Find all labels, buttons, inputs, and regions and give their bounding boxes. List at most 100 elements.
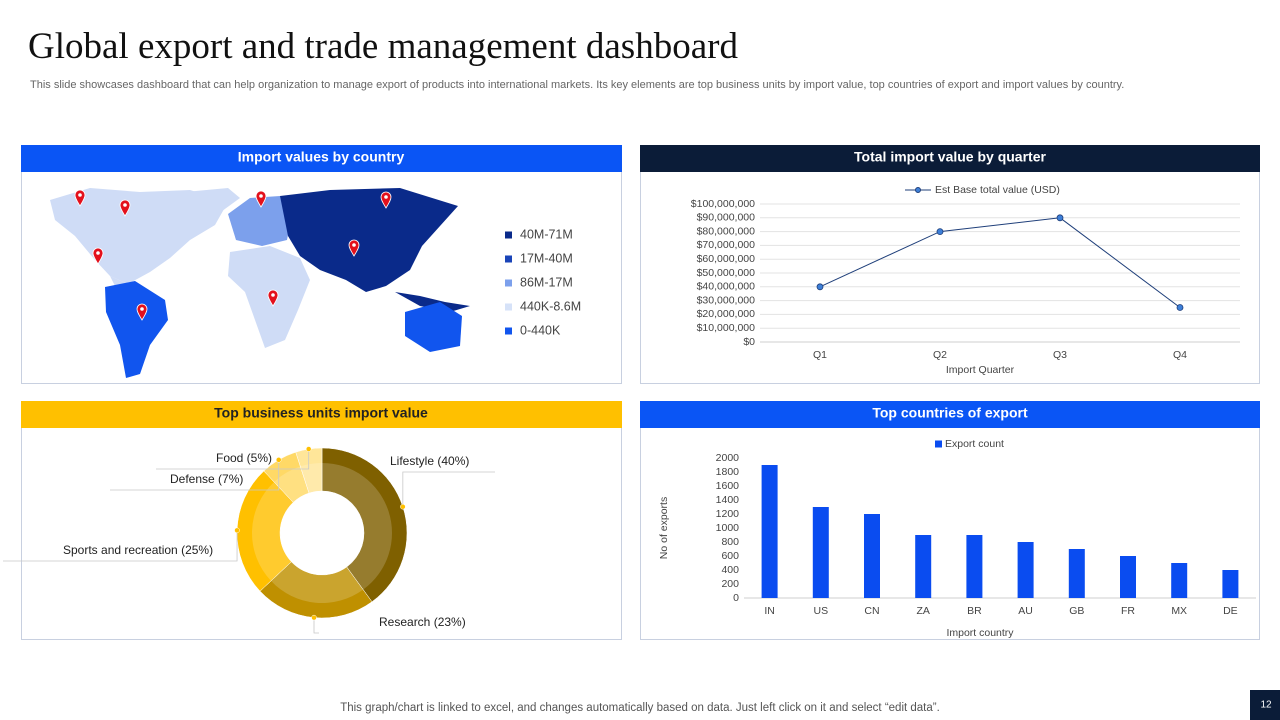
panel-header	[640, 145, 1260, 172]
panel-title: Total import value by quarter	[854, 149, 1046, 165]
legend-label: 17M-40M	[520, 251, 573, 265]
bar	[1171, 563, 1188, 598]
map-pin	[74, 189, 86, 207]
series-line	[819, 217, 1181, 308]
panel-header	[21, 145, 622, 172]
y-tick-label: $80,000,000	[697, 225, 756, 237]
leader-dot	[400, 503, 406, 510]
bar	[1068, 549, 1085, 598]
legend-swatch	[505, 303, 512, 311]
y-tick-label: 400	[721, 564, 739, 576]
y-tick-label: 1600	[716, 480, 740, 492]
panel-title: Import values by country	[238, 149, 405, 165]
x-tick-label: AU	[1018, 605, 1033, 617]
legend-label: 440K-8.6M	[520, 299, 581, 313]
leader-line	[313, 617, 319, 634]
map-pin	[136, 303, 148, 321]
legend-label: Export count	[945, 438, 1004, 450]
y-tick-label: $90,000,000	[697, 212, 756, 224]
data-label: Food (5%)	[216, 451, 272, 465]
legend-label: 0-440K	[520, 323, 561, 337]
panel-title: Top business units import value	[214, 405, 428, 421]
leader-line	[110, 459, 280, 491]
donut-segment	[295, 447, 323, 494]
x-axis-label: Import country	[946, 627, 1014, 639]
x-tick-label: ZA	[916, 605, 929, 617]
y-tick-label: 0	[733, 592, 739, 604]
legend-label: 40M-71M	[520, 227, 573, 241]
y-tick-label: $40,000,000	[697, 281, 756, 293]
x-axis-label: Import Quarter	[946, 364, 1015, 376]
data-label: Sports and recreation (25%)	[63, 543, 213, 557]
y-tick-label: 1800	[716, 466, 740, 478]
page-title: Global export and trade management dashb…	[28, 26, 738, 67]
legend-marker	[915, 187, 921, 193]
leader-dot	[275, 457, 282, 463]
x-tick-label: IN	[764, 605, 775, 617]
x-tick-label: GB	[1069, 605, 1084, 617]
y-tick-label: $70,000,000	[697, 239, 756, 251]
map-pin-dot	[78, 193, 82, 197]
y-tick-label: 2000	[716, 452, 740, 464]
bar	[1017, 542, 1034, 598]
map-pin-dot	[259, 194, 263, 198]
x-tick-label: CN	[864, 605, 879, 617]
page-number: 12	[1260, 700, 1272, 711]
bar	[761, 465, 778, 598]
bar	[812, 507, 829, 598]
donut-inner-segment	[300, 463, 322, 494]
map-pin-dot	[140, 307, 144, 311]
x-tick-label: Q2	[933, 349, 947, 361]
y-tick-label: $10,000,000	[697, 322, 756, 334]
data-point	[1056, 214, 1064, 222]
bar	[1222, 570, 1239, 598]
data-point	[936, 228, 944, 236]
leader-line	[3, 530, 238, 562]
leader-dot	[311, 614, 317, 621]
page-number-box	[1250, 690, 1280, 720]
legend-swatch	[505, 231, 512, 239]
y-tick-label: 600	[721, 550, 739, 562]
panel-title: Top countries of export	[872, 405, 1028, 421]
x-tick-label: BR	[967, 605, 982, 617]
donut-inner-segment	[252, 481, 294, 581]
y-tick-label: $30,000,000	[697, 294, 756, 306]
donut-segment	[236, 470, 294, 592]
y-tick-label: 1200	[716, 508, 740, 520]
y-tick-label: 1400	[716, 494, 740, 506]
y-tick-label: 1000	[716, 522, 740, 534]
donut-inner-segment	[270, 561, 364, 603]
y-tick-label: $0	[743, 336, 755, 348]
map-pin-dot	[384, 195, 388, 199]
map-pin-dot	[96, 251, 100, 255]
footer-note: This graph/chart is linked to excel, and…	[340, 702, 940, 714]
data-label: Research (23%)	[379, 615, 466, 629]
legend-label: 86M-17M	[520, 275, 573, 289]
world-map	[50, 188, 470, 378]
y-tick-label: 800	[721, 536, 739, 548]
data-point	[1176, 304, 1184, 311]
bar	[966, 535, 983, 598]
page-subtitle: This slide showcases dashboard that can …	[30, 79, 1124, 91]
panel-header	[21, 401, 622, 428]
legend-swatch	[935, 440, 942, 448]
bar	[915, 535, 932, 598]
y-tick-label: $100,000,000	[691, 198, 755, 210]
x-tick-label: Q1	[813, 349, 827, 361]
x-tick-label: US	[814, 605, 829, 617]
map-pin	[92, 247, 104, 265]
panel-header	[640, 401, 1260, 428]
x-tick-label: MX	[1171, 605, 1187, 617]
map-pin-dot	[123, 203, 127, 207]
x-tick-label: Q4	[1173, 349, 1187, 361]
leader-line	[156, 449, 310, 470]
data-point	[816, 283, 824, 291]
x-tick-label: FR	[1121, 605, 1135, 617]
panel	[640, 401, 1260, 640]
donut-segment	[321, 447, 408, 603]
map-pin	[380, 191, 392, 209]
donut-inner-segment	[322, 463, 392, 590]
legend-swatch	[505, 327, 512, 335]
y-tick-label: 200	[721, 578, 739, 590]
